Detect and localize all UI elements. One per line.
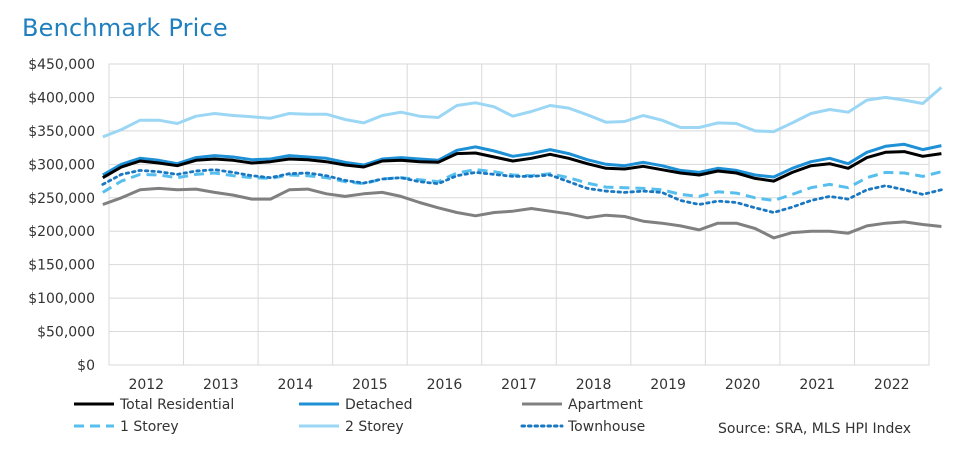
chart-title: Benchmark Price <box>22 14 228 42</box>
y-tick-label: $350,000 <box>28 124 95 140</box>
y-tick-label: $400,000 <box>28 90 95 106</box>
y-tick-label: $100,000 <box>28 291 95 307</box>
legend-label: Apartment <box>568 397 643 413</box>
x-tick-label: 2017 <box>501 377 537 393</box>
y-tick-label: $450,000 <box>28 57 95 73</box>
x-tick-label: 2018 <box>576 377 612 393</box>
source-note: Source: SRA, MLS HPI Index <box>718 421 911 437</box>
legend-label: 1 Storey <box>120 419 179 435</box>
series-line-detached <box>102 142 942 179</box>
x-tick-label: 2012 <box>128 377 164 393</box>
y-tick-label: $0 <box>77 358 95 374</box>
series-line-townhouse <box>101 168 943 214</box>
x-tick-label: 2019 <box>650 377 686 393</box>
x-tick-label: 2014 <box>278 377 314 393</box>
x-tick-label: 2013 <box>203 377 239 393</box>
y-axis-ticks: $0 $50,000 $100,000 $150,000 $200,000 $250,00… <box>28 57 95 374</box>
legend: Total Residential Detached Apartment 1 Stor… <box>74 397 645 435</box>
gridlines <box>108 63 930 366</box>
y-tick-label: $150,000 <box>28 258 95 274</box>
legend-label: Total Residential <box>119 397 234 413</box>
series-lines <box>101 86 943 240</box>
legend-label: Townhouse <box>567 419 645 435</box>
y-tick-label: $50,000 <box>37 325 95 341</box>
x-tick-label: 2020 <box>725 377 761 393</box>
plot-area <box>108 63 930 366</box>
y-tick-label: $200,000 <box>28 224 95 240</box>
series-line-total-residential <box>102 150 942 183</box>
x-tick-label: 2015 <box>352 377 388 393</box>
y-tick-label: $300,000 <box>28 157 95 173</box>
series-line-2-storey <box>102 86 943 139</box>
x-tick-label: 2021 <box>799 377 835 393</box>
legend-label: 2 Storey <box>345 419 404 435</box>
legend-label: Detached <box>345 397 413 413</box>
x-axis-ticks: 2012 2013 2014 2015 2016 2017 2018 2019 2020 2021… <box>128 377 909 393</box>
x-tick-label: 2016 <box>427 377 463 393</box>
x-tick-label: 2022 <box>874 377 910 393</box>
series-line-1-storey <box>102 168 942 202</box>
series-line-apartment <box>102 186 942 240</box>
y-tick-label: $250,000 <box>28 191 95 207</box>
